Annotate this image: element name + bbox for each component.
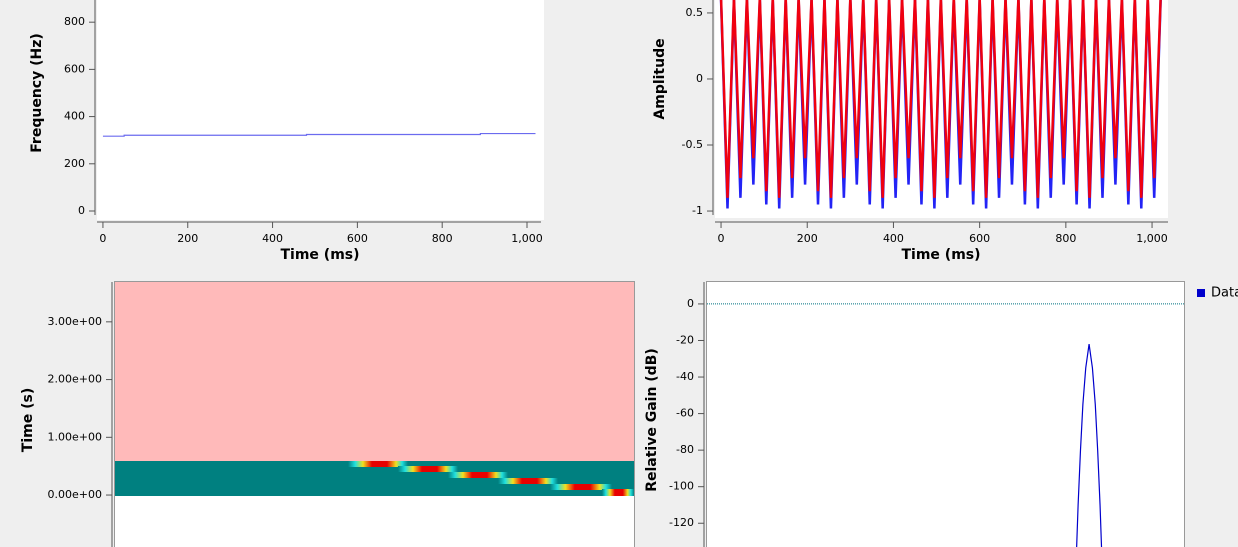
x-tick-label: 600 [969,232,990,245]
y-tick-label: -20 [676,333,694,346]
x-tick-label: 600 [347,232,368,245]
plot-frame [706,281,1185,547]
y-tick-label: -60 [676,407,694,420]
y-tick-label: -80 [676,443,694,456]
y-tick-label: -0.5 [682,138,703,151]
y-tick-label: 800 [64,15,85,28]
x-tick-label: 800 [432,232,453,245]
x-tick-label: 0 [718,232,725,245]
x-tick-label: 200 [177,232,198,245]
y-tick-label: 3.00e+00 [48,315,102,328]
signal-streak [550,484,612,490]
legend-label: Data [1211,286,1238,301]
y-tick-label: 400 [64,110,85,123]
series-line [719,0,1162,198]
y-tick-label: 0.00e+00 [48,488,102,501]
x-tick-label: 1,000 [1136,232,1168,245]
y-tick-label: 1.00e+00 [48,430,102,443]
series-line [1076,344,1103,547]
y-tick-label: 2.00e+00 [48,373,102,386]
y-axis-title: Amplitude [652,38,668,119]
y-tick-label: -1 [692,204,703,217]
signal-streak [398,466,458,472]
y-axis-title: Frequency (Hz) [29,33,45,152]
signal-streak [348,461,408,467]
legend-swatch [1197,289,1205,297]
y-axis-title: Relative Gain (dB) [644,348,660,492]
y-tick-label: 0 [78,204,85,217]
x-tick-label: 200 [797,232,818,245]
y-tick-label: 200 [64,157,85,170]
y-axis-title: Time (s) [20,388,36,452]
x-tick-label: 1,000 [511,232,543,245]
y-tick-label: 600 [64,62,85,75]
x-tick-label: 0 [99,232,106,245]
x-tick-label: 400 [262,232,283,245]
empty-region [115,282,634,461]
signal-streak [448,472,508,478]
x-tick-label: 800 [1055,232,1076,245]
plot-background [97,0,544,220]
series-line [102,132,536,137]
x-tick-label: 400 [883,232,904,245]
y-tick-label: -120 [669,516,694,529]
waterfall-panel [114,281,635,547]
plot-background [707,282,1184,547]
signal-streak [602,489,634,496]
x-axis-title: Time (ms) [280,247,359,263]
y-tick-label: 0 [696,72,703,85]
x-axis-title: Time (ms) [901,247,980,263]
y-tick-label: 0 [687,297,694,310]
plot-frame [114,281,635,547]
signal-streak [498,478,558,484]
y-tick-label: -40 [676,370,694,383]
y-tick-label: -100 [669,480,694,493]
y-tick-label: 0.5 [686,6,704,19]
